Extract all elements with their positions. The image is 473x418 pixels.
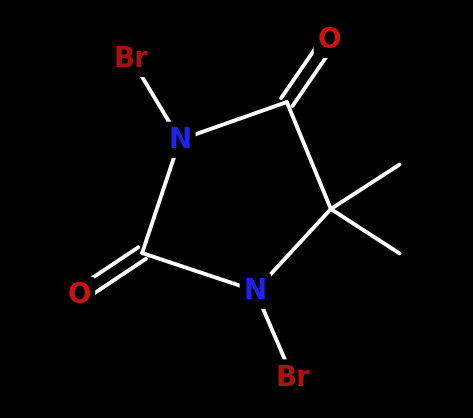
Text: N: N [244,277,267,305]
Text: N: N [168,126,192,154]
Text: Br: Br [114,45,149,73]
Text: O: O [318,26,342,54]
Text: O: O [68,281,91,309]
Text: Br: Br [275,364,310,392]
